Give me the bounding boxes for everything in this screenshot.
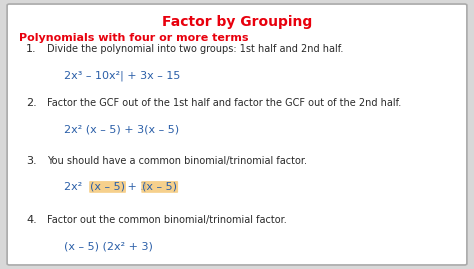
Text: 2x³ – 10x²| + 3x – 15: 2x³ – 10x²| + 3x – 15 [64,70,181,81]
Text: Factor by Grouping: Factor by Grouping [162,15,312,29]
Text: 2x² (x – 5) + 3(x – 5): 2x² (x – 5) + 3(x – 5) [64,124,179,134]
Text: You should have a common binomial/trinomial factor.: You should have a common binomial/trinom… [47,156,308,166]
Text: 1.: 1. [26,44,36,54]
Text: Divide the polynomial into two groups: 1st half and 2nd half.: Divide the polynomial into two groups: 1… [47,44,344,54]
Text: + 3: + 3 [124,182,151,192]
Text: (x – 5) (2x² + 3): (x – 5) (2x² + 3) [64,241,153,251]
Text: 4.: 4. [26,215,37,225]
Text: (x – 5): (x – 5) [142,182,177,192]
Text: 2x²: 2x² [64,182,86,192]
Text: 2.: 2. [26,98,37,108]
FancyBboxPatch shape [7,4,467,265]
Text: Polynomials with four or more terms: Polynomials with four or more terms [19,33,248,43]
Text: Factor the GCF out of the 1st half and factor the GCF out of the 2nd half.: Factor the GCF out of the 1st half and f… [47,98,401,108]
Text: Factor out the common binomial/trinomial factor.: Factor out the common binomial/trinomial… [47,215,287,225]
Text: (x – 5): (x – 5) [90,182,125,192]
Text: 3.: 3. [26,156,36,166]
